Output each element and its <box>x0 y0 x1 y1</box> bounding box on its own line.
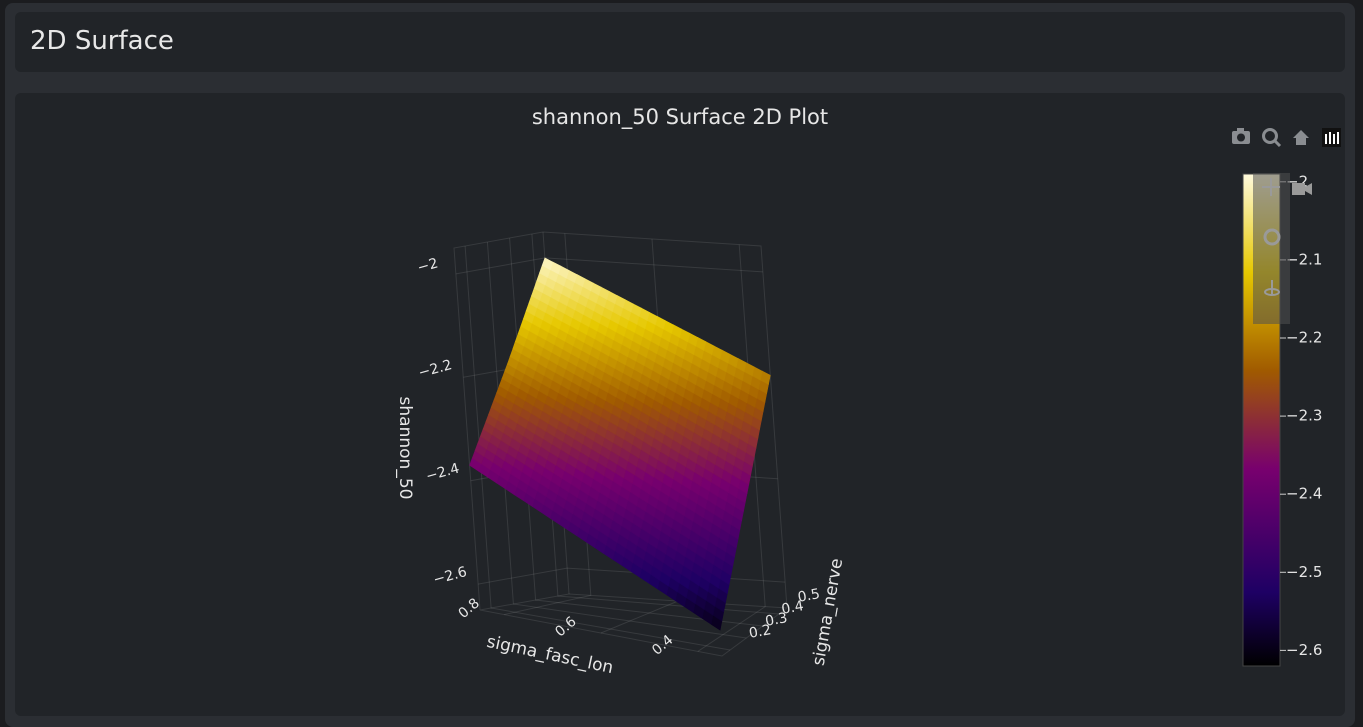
colorbar-tick-label: −2.1 <box>1286 250 1322 268</box>
y-tick-label: 0.4 <box>780 598 805 618</box>
y-tick-label: 0.2 <box>748 622 773 642</box>
z-axis-title: shannon_50 <box>395 397 415 500</box>
header-panel: 2D Surface <box>15 12 1345 72</box>
x-axis-title: sigma_fasc_lon <box>485 632 615 678</box>
colorbar-tick-label: −2.2 <box>1286 329 1322 347</box>
z-tick-label: −2 <box>416 255 440 276</box>
colorbar-tick-label: −2.4 <box>1286 485 1322 503</box>
colorbar-tick-label: −2.6 <box>1286 641 1322 659</box>
z-tick-label: −2.6 <box>432 564 469 588</box>
surface-cell <box>469 363 627 549</box>
colorbar-tick-label: −2.3 <box>1286 407 1322 425</box>
camera-button[interactable] <box>1232 128 1250 144</box>
chart-title: shannon_50 Surface 2D Plot <box>532 105 828 130</box>
z-grid-line <box>455 257 763 275</box>
surface-patch <box>541 257 554 271</box>
box-edge <box>453 231 788 657</box>
x-tick-label: 0.6 <box>552 614 579 641</box>
colorbar-tick-label: −2 <box>1286 172 1308 190</box>
modebar <box>1232 128 1341 148</box>
y-grid-line <box>486 241 747 639</box>
colorbar-tick-label: −2.5 <box>1286 563 1322 581</box>
surface-cell <box>625 316 771 504</box>
zoom-button[interactable] <box>1262 128 1282 148</box>
y-tick-label: 0.5 <box>797 586 822 606</box>
y-tick-label: 0.3 <box>764 610 789 630</box>
header-title: 2D Surface <box>30 26 174 56</box>
surface-cell <box>507 257 658 432</box>
z-tick-label: −2.2 <box>417 357 454 381</box>
y-axis-title: sigma_nerve <box>809 557 848 667</box>
home-button[interactable] <box>1293 130 1309 145</box>
plotly-logo[interactable] <box>1322 128 1341 147</box>
colorbar <box>1242 173 1281 667</box>
z-tick-label: −2.4 <box>424 461 461 485</box>
y-grid-line <box>464 245 731 651</box>
